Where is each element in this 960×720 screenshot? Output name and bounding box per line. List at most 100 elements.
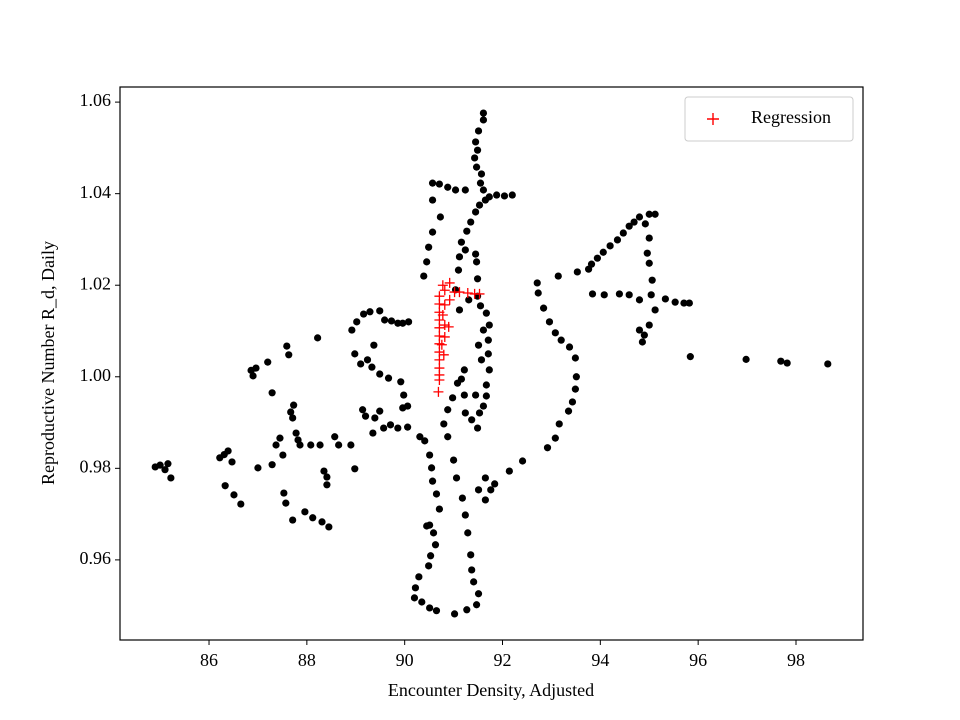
point (640, 331, 648, 339)
point (404, 423, 412, 431)
point (613, 236, 622, 244)
x-tick-label: 98 (787, 650, 805, 670)
point (635, 326, 644, 334)
point (394, 424, 402, 432)
x-tick-label: 86 (200, 650, 218, 670)
point (619, 229, 627, 237)
point (472, 138, 480, 146)
point (508, 191, 516, 199)
point (387, 317, 396, 325)
point (533, 279, 541, 287)
point (449, 394, 457, 402)
point (309, 514, 317, 522)
point (444, 183, 452, 191)
point (351, 350, 359, 358)
point (557, 336, 565, 344)
point (615, 290, 624, 298)
y-tick-label: 1.00 (80, 365, 112, 385)
point (587, 260, 596, 268)
point (444, 433, 452, 441)
plus-marker (444, 294, 455, 305)
point (380, 424, 388, 432)
y-tick-label: 1.02 (80, 273, 112, 293)
y-tick-label: 1.04 (80, 182, 112, 202)
point (318, 518, 326, 526)
point (555, 420, 563, 428)
point (420, 272, 428, 280)
point (476, 179, 485, 187)
point (824, 360, 832, 368)
plus-marker (444, 277, 455, 288)
plus-marker (437, 309, 448, 320)
point (474, 341, 483, 349)
x-tick-label: 88 (298, 650, 316, 670)
point (314, 334, 322, 342)
plus-marker (438, 349, 449, 360)
point (645, 234, 653, 242)
point (366, 308, 374, 316)
plus-marker (454, 287, 465, 298)
point (475, 201, 484, 209)
y-tick-label: 0.98 (80, 456, 112, 476)
point (449, 456, 458, 464)
plus-marker (436, 339, 447, 350)
point (461, 246, 469, 254)
point (671, 298, 679, 306)
point (551, 434, 559, 442)
point (479, 326, 488, 334)
point (431, 541, 440, 549)
point (307, 441, 315, 449)
point (254, 464, 262, 472)
plus-marker (439, 331, 450, 342)
point (467, 551, 475, 559)
point (381, 316, 389, 324)
point (571, 385, 579, 393)
point (411, 584, 420, 592)
point (427, 464, 436, 472)
plus-marker (443, 321, 454, 332)
series (151, 109, 832, 618)
point (320, 467, 328, 475)
point (630, 218, 638, 226)
point (224, 447, 232, 455)
point (426, 451, 434, 459)
point (421, 437, 429, 445)
point (641, 220, 649, 228)
point (432, 490, 441, 498)
point (645, 259, 653, 267)
point (470, 578, 478, 586)
point (463, 606, 471, 614)
point (384, 374, 393, 382)
point (457, 238, 466, 246)
point (472, 163, 481, 171)
point (399, 319, 407, 327)
plus-marker (434, 291, 445, 302)
point (435, 505, 444, 513)
point (428, 179, 437, 187)
point (534, 289, 542, 297)
point (479, 116, 488, 124)
x-tick-label: 96 (689, 650, 707, 670)
point (280, 489, 288, 497)
point (479, 109, 488, 117)
point (436, 213, 444, 221)
point (249, 372, 257, 380)
point (487, 486, 495, 494)
point (167, 474, 175, 482)
point (661, 295, 669, 303)
point (161, 466, 169, 474)
point (282, 499, 290, 507)
point (335, 441, 343, 449)
point (287, 408, 295, 416)
point (625, 291, 633, 299)
point (481, 474, 489, 482)
point (463, 227, 471, 235)
point (425, 243, 433, 251)
point (606, 242, 614, 250)
point (473, 146, 482, 154)
point (742, 355, 750, 363)
legend-label: Regression (751, 107, 831, 127)
point (451, 186, 460, 194)
point (648, 276, 656, 284)
point (464, 529, 472, 537)
